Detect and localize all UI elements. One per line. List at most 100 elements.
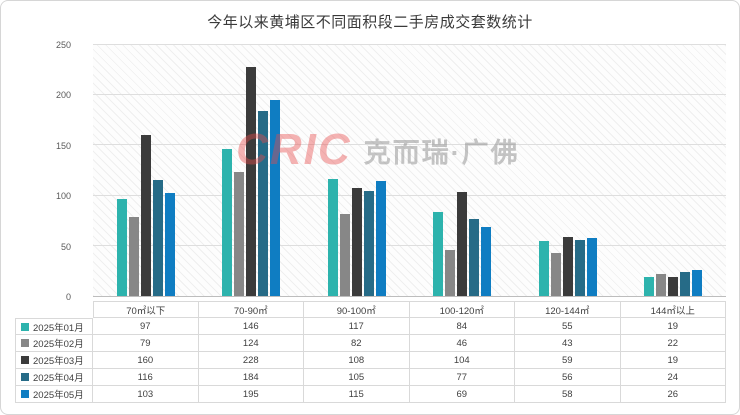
bar — [351, 187, 362, 296]
legend-swatch — [21, 373, 29, 381]
gridline — [93, 94, 726, 96]
bar — [586, 237, 597, 296]
y-tick-label: 0 — [65, 292, 71, 302]
bar — [680, 271, 691, 296]
legend-swatch — [21, 322, 29, 331]
legend-swatch — [21, 339, 29, 347]
table-value: 195 — [198, 386, 304, 403]
table-value: 104 — [409, 352, 515, 369]
bar — [164, 192, 175, 296]
table-value: 184 — [198, 369, 304, 386]
bar — [128, 216, 139, 296]
bar — [270, 100, 281, 296]
legend-item: 2025年01月 — [15, 318, 93, 335]
gridline — [93, 44, 726, 45]
bar-group — [199, 45, 305, 296]
bar — [574, 239, 585, 296]
table-value: 124 — [198, 335, 304, 352]
table-value: 228 — [198, 352, 304, 369]
bar — [222, 149, 233, 296]
plot-area: CRIC 克而瑞·广佛 — [93, 44, 726, 297]
legend-item: 2025年04月 — [15, 369, 93, 386]
table-value: 19 — [620, 352, 726, 369]
gridline — [93, 194, 726, 196]
category-header: 120-144㎡ — [515, 301, 621, 318]
bar-groups — [93, 45, 726, 296]
bar — [538, 240, 549, 296]
legend-label: 2025年05月 — [33, 390, 84, 401]
bar — [668, 276, 679, 296]
table-value: 58 — [515, 386, 621, 403]
table-value: 24 — [620, 369, 726, 386]
y-axis: 0 50 100 150 200 250 — [1, 40, 85, 302]
bar — [234, 171, 245, 296]
bar — [562, 236, 573, 296]
y-tick-label: 250 — [55, 40, 71, 50]
legend-item: 2025年02月 — [15, 335, 93, 352]
y-tick-label: 200 — [55, 90, 71, 101]
table-corner — [15, 301, 93, 318]
bar — [116, 198, 127, 296]
bar — [457, 191, 468, 296]
table-value: 79 — [93, 335, 199, 352]
table-value: 26 — [620, 386, 726, 403]
table-value: 117 — [304, 318, 410, 335]
bar — [258, 111, 269, 296]
bar — [692, 269, 703, 296]
bar — [469, 218, 480, 296]
bar — [246, 67, 257, 296]
legend-label: 2025年02月 — [33, 339, 84, 350]
bar — [140, 135, 151, 296]
legend-label: 2025年03月 — [33, 356, 84, 367]
legend-item: 2025年03月 — [15, 352, 93, 369]
table-value: 43 — [515, 335, 621, 352]
category-header: 70㎡以下 — [93, 301, 199, 318]
bar-group — [93, 45, 199, 296]
category-header: 144㎡以上 — [620, 301, 726, 318]
data-table: 70㎡以下 70-90㎡ 90-100㎡ 100-120㎡ 120-144㎡ 144㎡以上… — [15, 301, 726, 403]
chart-title: 今年以来黄埔区不同面积段二手房成交套数统计 — [207, 14, 533, 31]
table-value: 146 — [198, 318, 304, 335]
table-value: 69 — [409, 386, 515, 403]
legend-item: 2025年05月 — [15, 386, 93, 403]
bar — [481, 226, 492, 296]
y-tick-label: 50 — [60, 241, 71, 252]
category-header: 70-90㎡ — [198, 301, 304, 318]
table-value: 56 — [515, 369, 621, 386]
table-value: 82 — [304, 335, 410, 352]
bar — [327, 178, 338, 296]
bar — [152, 179, 163, 296]
bar — [433, 211, 444, 296]
bar — [375, 180, 386, 296]
table-value: 97 — [93, 318, 199, 335]
bar — [656, 273, 667, 296]
legend-swatch — [21, 390, 29, 398]
y-tick-label: 150 — [55, 140, 71, 151]
bar — [339, 213, 350, 296]
table-value: 160 — [93, 352, 199, 369]
table-value: 59 — [515, 352, 621, 369]
table-value: 77 — [409, 369, 515, 386]
table-value: 22 — [620, 335, 726, 352]
bar — [644, 276, 655, 296]
bar-group — [304, 45, 410, 296]
legend-swatch — [21, 356, 29, 364]
bar-group — [515, 45, 621, 296]
category-header: 100-120㎡ — [409, 301, 515, 318]
bar — [445, 249, 456, 296]
legend-label: 2025年01月 — [33, 322, 84, 334]
table-value: 108 — [304, 352, 410, 369]
table-value: 84 — [409, 318, 515, 335]
table-value: 105 — [304, 369, 410, 386]
gridline — [93, 244, 726, 246]
table-value: 19 — [620, 318, 726, 335]
bar-group — [410, 45, 516, 296]
table-value: 55 — [515, 318, 621, 335]
y-tick-label: 100 — [55, 191, 71, 202]
category-header: 90-100㎡ — [304, 301, 410, 318]
bar-group — [621, 45, 727, 296]
bar — [363, 190, 374, 296]
table-value: 46 — [409, 335, 515, 352]
bar — [550, 252, 561, 296]
